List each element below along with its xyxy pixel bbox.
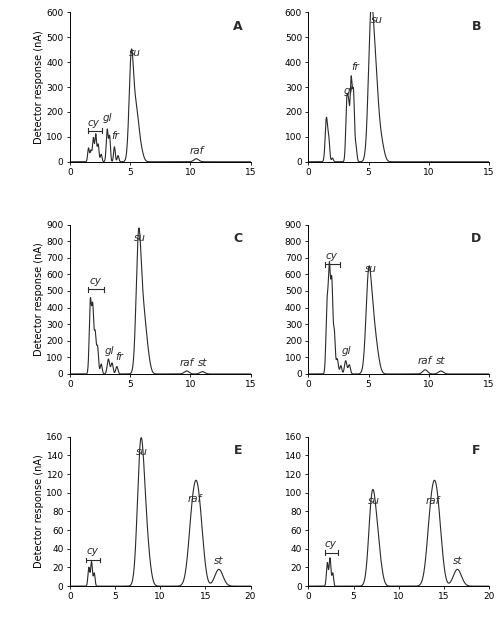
Y-axis label: Detector response (nA): Detector response (nA) [33,242,43,356]
Text: fr: fr [351,62,359,72]
Text: raf: raf [180,358,194,368]
Text: fr: fr [112,131,120,141]
Text: cy: cy [86,546,98,557]
Text: D: D [471,232,482,245]
Text: raf: raf [418,355,432,366]
Text: su: su [371,15,383,25]
Text: B: B [472,20,481,33]
Text: su: su [368,496,380,506]
Text: raf: raf [189,146,204,156]
Text: C: C [234,232,243,245]
Text: su: su [129,48,141,59]
Text: F: F [472,444,481,457]
Text: cy: cy [325,539,337,549]
Text: su: su [134,233,146,243]
Text: st: st [436,355,446,366]
Text: gl: gl [102,113,112,123]
Text: cy: cy [89,276,101,286]
Y-axis label: Detector response (nA): Detector response (nA) [33,30,43,144]
Text: fr: fr [115,352,123,362]
Text: st: st [453,555,462,566]
Text: st: st [214,555,224,566]
Text: gl: gl [343,86,353,96]
Text: st: st [198,358,207,368]
Text: su: su [136,447,148,457]
Text: A: A [233,20,243,33]
Text: raf: raf [188,494,202,504]
Text: su: su [365,264,377,275]
Y-axis label: Detector response (nA): Detector response (nA) [33,455,43,568]
Text: cy: cy [326,251,338,261]
Text: raf: raf [426,496,440,506]
Text: E: E [234,444,242,457]
Text: gl: gl [105,346,114,355]
Text: cy: cy [88,118,100,128]
Text: gl: gl [342,346,352,355]
